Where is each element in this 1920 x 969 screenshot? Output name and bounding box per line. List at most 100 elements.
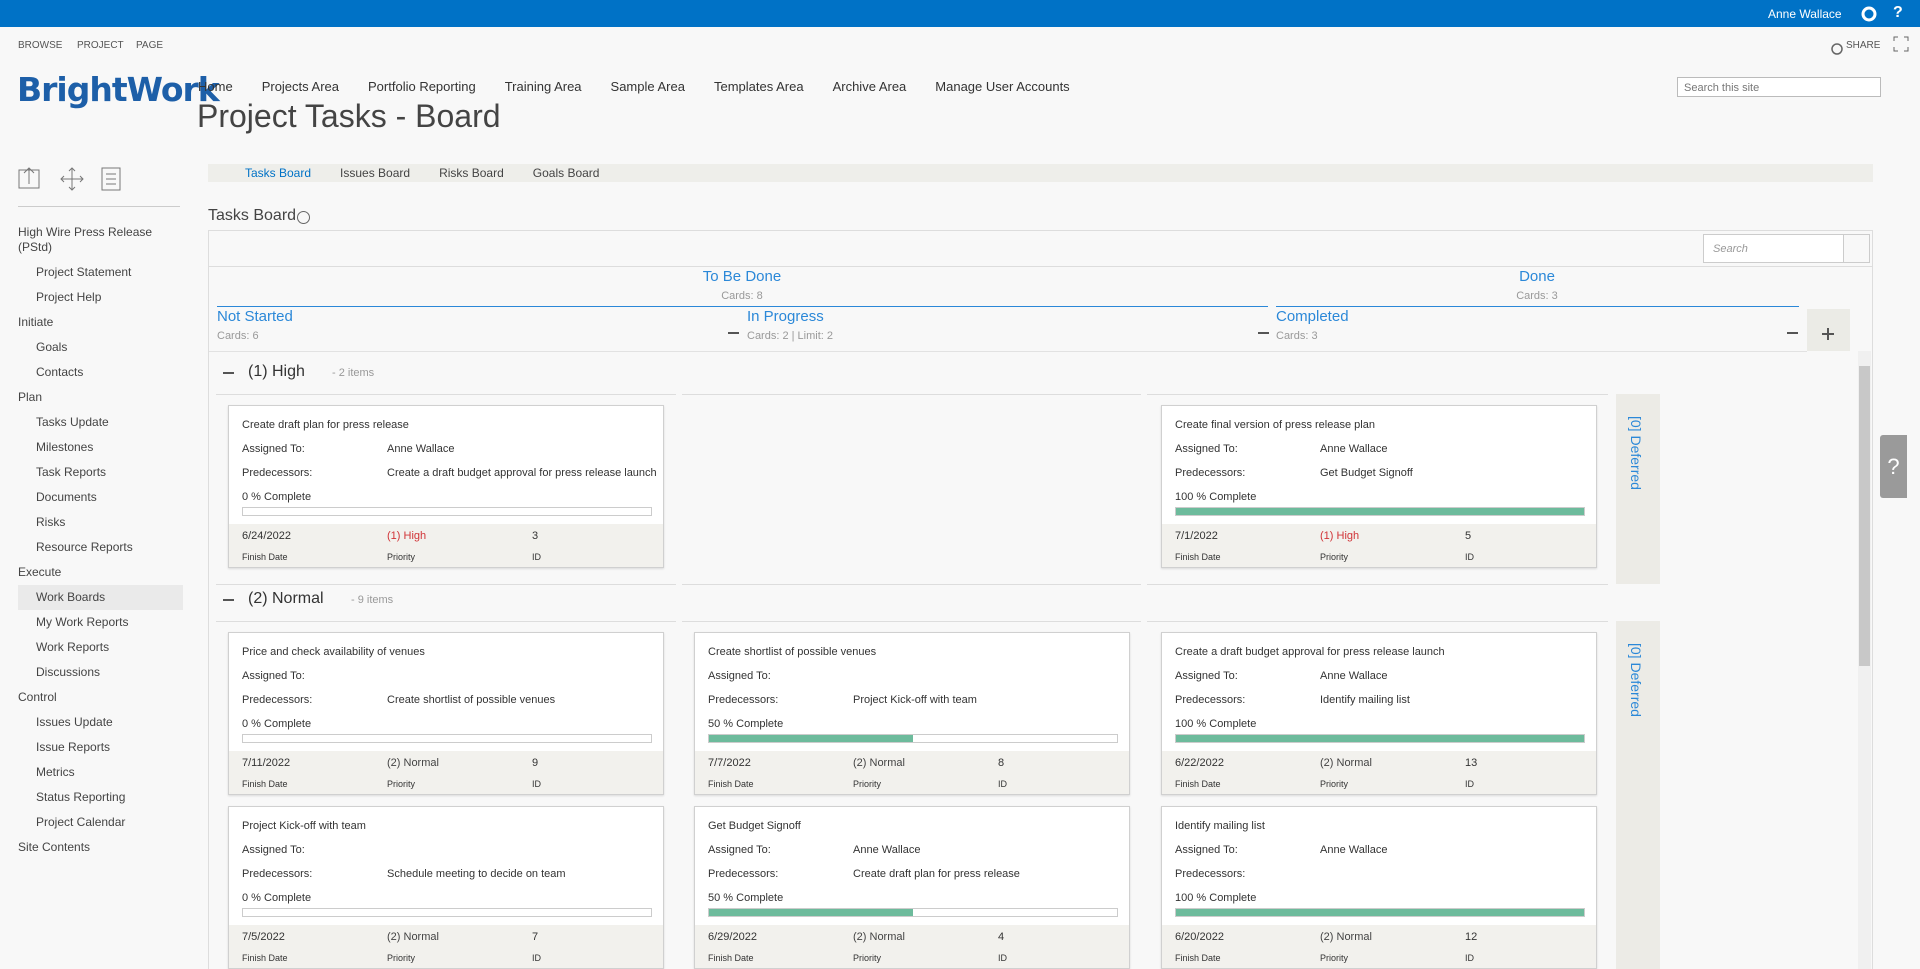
- nav-link[interactable]: Projects Area: [262, 79, 339, 94]
- task-card[interactable]: Project Kick-off with teamAssigned To:Pr…: [228, 806, 664, 969]
- task-card[interactable]: Create a draft budget approval for press…: [1161, 632, 1597, 795]
- nav-link[interactable]: Training Area: [505, 79, 582, 94]
- nav-item[interactable]: Tasks Update: [18, 410, 183, 435]
- nav-heading[interactable]: Plan: [18, 385, 183, 410]
- lane-line: [216, 584, 676, 585]
- task-card[interactable]: Create shortlist of possible venuesAssig…: [694, 632, 1130, 795]
- add-plus-v: [1827, 328, 1829, 340]
- column-title[interactable]: Not Started: [217, 308, 293, 325]
- nav-item[interactable]: Project Statement: [18, 260, 183, 285]
- nav-item[interactable]: Goals: [18, 335, 183, 360]
- board-title: Tasks Board: [208, 207, 296, 225]
- nav-link[interactable]: Templates Area: [714, 79, 804, 94]
- lane-line: [682, 621, 1141, 622]
- finish-date: 6/29/2022: [708, 931, 757, 943]
- collapse-button[interactable]: [1787, 332, 1798, 334]
- column-title[interactable]: In Progress: [747, 308, 824, 325]
- share-icon[interactable]: [1830, 42, 1844, 56]
- card-title: Project Kick-off with team: [242, 820, 366, 832]
- nav-item[interactable]: Documents: [18, 485, 183, 510]
- nav-item[interactable]: Resource Reports: [18, 535, 183, 560]
- nav-item[interactable]: Risks: [18, 510, 183, 535]
- focus-icon[interactable]: [1893, 36, 1909, 52]
- nav-heading[interactable]: Control: [18, 685, 183, 710]
- logo[interactable]: BrightWork: [17, 70, 219, 109]
- nav-item[interactable]: Status Reporting: [18, 785, 183, 810]
- help-button[interactable]: ?: [1893, 4, 1903, 22]
- lane-collapse[interactable]: [223, 372, 234, 374]
- column-title[interactable]: Completed: [1276, 308, 1349, 325]
- board-search-button[interactable]: [1843, 234, 1870, 263]
- deferred-label[interactable]: [0] Deferred: [1628, 416, 1644, 490]
- nav-item[interactable]: Discussions: [18, 660, 183, 685]
- nav-item[interactable]: My Work Reports: [18, 610, 183, 635]
- card-id: 9: [532, 757, 538, 769]
- nav-link[interactable]: Archive Area: [833, 79, 907, 94]
- nav-item[interactable]: Work Boards: [18, 585, 183, 610]
- group-title[interactable]: Done: [1387, 268, 1687, 285]
- task-card[interactable]: Create draft plan for press releaseAssig…: [228, 405, 664, 568]
- collapse-button[interactable]: [728, 332, 739, 334]
- label: Priority: [387, 552, 415, 562]
- task-card[interactable]: Price and check availability of venuesAs…: [228, 632, 664, 795]
- deferred-label[interactable]: [0] Deferred: [1628, 643, 1644, 717]
- nav-item[interactable]: Project Help: [18, 285, 183, 310]
- nav-item[interactable]: Metrics: [18, 760, 183, 785]
- lane-collapse[interactable]: [223, 599, 234, 601]
- board-tab[interactable]: Issues Board: [340, 166, 410, 180]
- nav-item[interactable]: Project Calendar: [18, 810, 183, 835]
- nav-heading[interactable]: High Wire Press Release (PStd): [18, 220, 183, 260]
- user-menu[interactable]: Anne Wallace: [1768, 7, 1842, 21]
- task-card[interactable]: Identify mailing listAssigned To:Anne Wa…: [1161, 806, 1597, 969]
- nav-item[interactable]: Work Reports: [18, 635, 183, 660]
- lane-line: [682, 394, 1141, 395]
- collapse-button[interactable]: [1258, 332, 1269, 334]
- nav-item[interactable]: Contacts: [18, 360, 183, 385]
- settings-icon[interactable]: [1860, 5, 1878, 23]
- lane-line: [216, 621, 676, 622]
- board-tab[interactable]: Risks Board: [439, 166, 504, 180]
- card-id: 7: [532, 931, 538, 943]
- card-footer: [1162, 524, 1596, 568]
- nav-link[interactable]: Home: [198, 79, 233, 94]
- nav-item[interactable]: Issue Reports: [18, 735, 183, 760]
- card-title: Create final version of press release pl…: [1175, 419, 1375, 431]
- ribbon-tab[interactable]: PROJECT: [77, 40, 124, 51]
- ribbon-tab[interactable]: PAGE: [136, 40, 163, 51]
- side-help[interactable]: ?: [1880, 435, 1907, 498]
- nav-item[interactable]: Issues Update: [18, 710, 183, 735]
- nav-link[interactable]: Manage User Accounts: [935, 79, 1069, 94]
- progress-track: [242, 908, 652, 917]
- nav-item[interactable]: Milestones: [18, 435, 183, 460]
- scrollbar-thumb[interactable]: [1859, 366, 1870, 666]
- card-footer: [1162, 925, 1596, 969]
- toolbar-icons[interactable]: [16, 164, 166, 194]
- nav-link[interactable]: Sample Area: [611, 79, 685, 94]
- share-button[interactable]: SHARE: [1846, 40, 1880, 51]
- board-tab[interactable]: Goals Board: [533, 166, 600, 180]
- priority: (2) Normal: [853, 757, 905, 769]
- task-card[interactable]: Create final version of press release pl…: [1161, 405, 1597, 568]
- predecessors: Get Budget Signoff: [1320, 467, 1413, 479]
- label: Finish Date: [242, 953, 288, 963]
- label: Finish Date: [1175, 953, 1221, 963]
- site-search[interactable]: Search this site: [1677, 77, 1881, 97]
- progress-track: [1175, 734, 1585, 743]
- nav-link[interactable]: Portfolio Reporting: [368, 79, 476, 94]
- nav-heading[interactable]: Initiate: [18, 310, 183, 335]
- label: Priority: [1320, 779, 1348, 789]
- lane-header[interactable]: (1) High: [248, 363, 305, 381]
- board-search[interactable]: Search: [1703, 234, 1844, 263]
- ribbon-tab[interactable]: BROWSE: [18, 40, 62, 51]
- nav-heading[interactable]: Execute: [18, 560, 183, 585]
- progress-track: [1175, 507, 1585, 516]
- card-footer: [695, 751, 1129, 795]
- group-title[interactable]: To Be Done: [592, 268, 892, 285]
- lane-header[interactable]: (2) Normal: [248, 590, 324, 608]
- task-card[interactable]: Get Budget SignoffAssigned To:Anne Walla…: [694, 806, 1130, 969]
- assigned-to: Anne Wallace: [1320, 670, 1387, 682]
- label: Predecessors:: [1175, 467, 1245, 479]
- board-tab[interactable]: Tasks Board: [245, 166, 311, 180]
- nav-heading[interactable]: Site Contents: [18, 835, 183, 860]
- nav-item[interactable]: Task Reports: [18, 460, 183, 485]
